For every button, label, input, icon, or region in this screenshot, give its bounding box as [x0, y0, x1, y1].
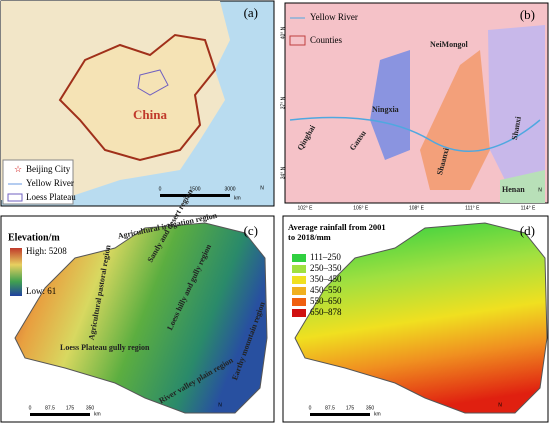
class-label: 650–878 [310, 307, 342, 317]
lat-label: 34° N [280, 166, 286, 179]
province-label: Henan [502, 185, 525, 194]
class-swatch [292, 276, 306, 284]
panel-d: (d) Average rainfall from 2001 to 2018/m… [282, 215, 549, 423]
scale-unit: km [234, 195, 241, 201]
lat-label: 40° N [280, 26, 286, 39]
north-arrow: N [218, 402, 222, 408]
legend-entry: Yellow River [310, 12, 358, 22]
scale-bar [160, 194, 230, 197]
class-swatch [292, 287, 306, 295]
plateau-icon [7, 193, 23, 202]
class-label: 450–550 [310, 285, 342, 295]
province-label: Shanxi [510, 115, 523, 141]
north-arrow: N [538, 187, 542, 193]
province-label: NeiMongol [430, 40, 469, 49]
province-label: Ningxia [372, 105, 399, 114]
county-icon [289, 35, 306, 46]
legend: 111–250250–350350–450450–550550–650650–8… [292, 252, 342, 317]
scale-label: 0 [159, 186, 162, 192]
china-outline [58, 33, 217, 162]
province-shanxi [488, 25, 545, 180]
scale-label: 1500 [189, 186, 200, 192]
lon-label: 111° E [465, 205, 480, 211]
panel-label: (b) [520, 7, 535, 22]
legend-title-wrap: Average rainfall from 2001 to 2018/mm [288, 222, 386, 242]
lon-label: 105° E [353, 205, 369, 211]
panel-label: (d) [520, 223, 535, 238]
class-swatch [292, 265, 306, 273]
scale-bar [310, 413, 370, 416]
north-arrow: N [498, 402, 502, 408]
country-label: China [133, 107, 167, 122]
scale-label: 87.5 [45, 405, 55, 411]
scale-label: 350 [86, 405, 95, 411]
legend-entry: Counties [310, 35, 342, 45]
province-henan [500, 170, 545, 203]
legend-entry: Loess Plateau [26, 192, 76, 202]
legend-low: Low: 61 [26, 286, 56, 296]
class-swatch [292, 298, 306, 306]
legend-box [2, 159, 74, 205]
lat-label: 37° N [280, 96, 286, 109]
panel-label: (a) [244, 5, 258, 20]
legend-title: Average rainfall from 2001 to 2018/mm [288, 222, 386, 242]
panel-b: (b) Yellow River Counties NeiMongol Ning… [280, 2, 549, 211]
scale-label: 0 [309, 405, 312, 411]
class-swatch [292, 254, 306, 262]
scale-bar [30, 413, 90, 416]
class-label: 550–650 [310, 296, 342, 306]
legend-entry: Yellow River [26, 178, 74, 188]
class-label: 250–350 [310, 263, 342, 273]
panel-a: (a) China ☆ Beijing City Yellow River Lo… [0, 0, 275, 207]
legend-entry: Beijing City [26, 164, 71, 174]
province-ningxia [370, 50, 410, 160]
panel-label: (c) [244, 223, 258, 238]
graticule: 102° E 105° E 108° E 111° E 114° E 40° N 37° N… [280, 26, 536, 211]
scale-label: 0 [29, 405, 32, 411]
loess-outline [137, 69, 169, 96]
lon-label: 114° E [521, 205, 536, 211]
scale-label: 175 [66, 405, 75, 411]
class-label: 350–450 [310, 274, 342, 284]
legend-high: High: 5208 [26, 246, 67, 256]
panel-c: (c) Elevation/m High: 5208 Low: 61 Agric… [0, 187, 275, 423]
province-shaanxi [420, 50, 490, 190]
legend-title: Elevation/m [8, 232, 60, 243]
lon-label: 102° E [297, 205, 313, 211]
scale-label: 3000 [224, 186, 235, 192]
scale-unit: km [374, 411, 381, 417]
river [289, 116, 541, 152]
scale-label: 175 [346, 405, 355, 411]
star-icon: ☆ [14, 164, 22, 174]
elevation-ramp [10, 248, 22, 296]
region-label: Loess Plateau gully region [60, 343, 150, 352]
class-swatch [292, 309, 306, 317]
scale-label: 87.5 [325, 405, 335, 411]
scale-label: 350 [366, 405, 375, 411]
north-arrow: N [260, 185, 264, 191]
lon-label: 108° E [409, 205, 425, 211]
scale-unit: km [94, 411, 101, 417]
class-label: 111–250 [310, 252, 341, 262]
